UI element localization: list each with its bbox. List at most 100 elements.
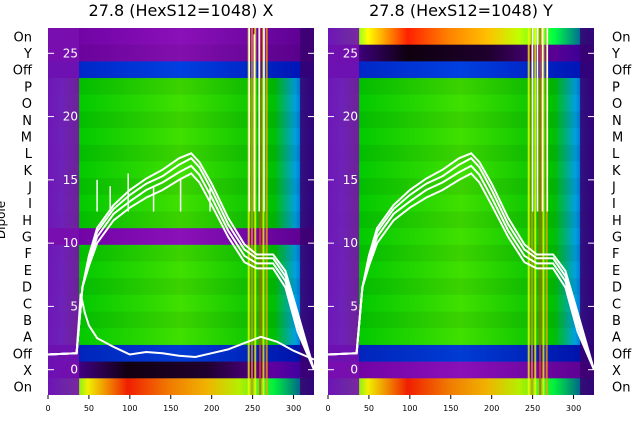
inner-tick-label: 10	[63, 236, 78, 250]
heatmap-row	[48, 144, 314, 162]
heatmap-row	[328, 211, 594, 229]
heatmap-row	[48, 344, 314, 363]
row-label-left: F	[25, 247, 32, 262]
row-shade	[48, 144, 314, 162]
row-label-left: O	[22, 97, 32, 112]
heatmap-row	[328, 228, 594, 246]
row-label-right: Y	[611, 47, 620, 62]
heatmap-row	[48, 161, 314, 179]
row-shade	[328, 311, 594, 329]
row-label-left: L	[25, 147, 33, 162]
y-axis-title: Dipole	[0, 201, 8, 239]
row-label-left: G	[22, 231, 32, 246]
vertical-band	[534, 28, 537, 395]
heatmap-row	[328, 378, 594, 395]
heatmap-row	[48, 378, 314, 395]
row-label-right: F	[612, 247, 619, 262]
heatmap-row	[328, 278, 594, 296]
inner-tick-label: 15	[343, 173, 358, 187]
inner-tick-label: 20	[63, 110, 78, 124]
vertical-band	[539, 28, 542, 395]
pre-beam-region	[328, 28, 360, 395]
vertical-band	[542, 28, 545, 395]
heatmap-row	[328, 144, 594, 162]
row-shade	[48, 111, 314, 129]
inner-tick-label: 25	[63, 46, 78, 60]
x-tick-label: 250	[245, 404, 260, 413]
row-label-right: A	[612, 331, 621, 346]
row-shade	[48, 44, 314, 62]
row-label-left: Y	[23, 47, 32, 62]
row-shade	[328, 278, 594, 295]
row-label-left: A	[23, 331, 32, 346]
row-label-left: K	[23, 164, 32, 179]
panel-x: 27.8 (HexS12=1048) X 0 5 10 15 20 25 0 50 100 15…	[45, 1, 314, 413]
x-tick-label: 50	[84, 404, 94, 413]
inner-tick-label: 20	[343, 110, 358, 124]
overlay-line	[48, 172, 314, 371]
x-tick-label: 50	[364, 404, 374, 413]
row-label-right: H	[612, 214, 622, 229]
row-label-right: O	[612, 97, 622, 112]
row-shade	[328, 44, 594, 62]
vertical-band	[254, 28, 257, 395]
vertical-band	[250, 28, 253, 395]
row-label-left: Off	[13, 64, 33, 79]
vertical-band	[527, 28, 530, 395]
panel-x-overlay-lines	[48, 28, 314, 371]
heatmap-row	[328, 294, 594, 313]
x-tick-label: 0	[325, 404, 330, 413]
row-label-left: D	[22, 281, 32, 296]
panel-x-heatmap-rows	[48, 28, 314, 395]
row-label-left: M	[21, 130, 32, 145]
row-label-left: B	[23, 314, 32, 329]
heatmap-row	[328, 128, 594, 146]
panel-y-title: 27.8 (HexS12=1048) Y	[369, 1, 553, 20]
row-label-right: Off	[612, 64, 632, 79]
heatmap-row	[328, 111, 594, 129]
heatmap-row	[328, 44, 594, 62]
heatmap-row	[328, 161, 594, 179]
row-shade	[328, 378, 594, 395]
heatmap-row	[48, 361, 314, 379]
row-label-right: Off	[612, 347, 632, 362]
heatmap-row	[328, 178, 594, 196]
row-label-right: On	[612, 381, 630, 396]
pre-beam-region	[48, 28, 80, 395]
overlay-line	[328, 172, 594, 371]
overlay-line	[48, 164, 314, 371]
heatmap-row	[48, 111, 314, 129]
panel-y: 27.8 (HexS12=1048) Y 0 5 10 15 20 25 0 50 100 15…	[325, 1, 594, 413]
heatmap-row	[48, 128, 314, 146]
row-label-right: M	[612, 130, 623, 145]
panel-y-overlay-lines	[328, 28, 594, 371]
row-label-right: E	[612, 264, 620, 279]
row-shade	[328, 178, 594, 195]
heatmap-row	[48, 44, 314, 62]
row-label-left: Off	[13, 347, 33, 362]
panel-x-inner-ticks: 0 5 10 15 20 25	[48, 46, 314, 377]
heatmap-row	[328, 344, 594, 363]
inner-tick-label: 5	[350, 299, 358, 313]
heatmap-row	[328, 311, 594, 329]
heatmap-row	[48, 311, 314, 329]
heatmap-row	[328, 361, 594, 379]
vertical-band	[259, 28, 262, 395]
heatmap-row	[328, 28, 594, 46]
panel-y-x-ticks: 0 50 100 150 200 250 300	[325, 395, 581, 413]
row-shade	[48, 78, 314, 95]
row-label-left: C	[23, 297, 32, 312]
heatmap-row	[328, 61, 594, 79]
x-tick-label: 200	[484, 404, 499, 413]
heatmap-row	[328, 328, 594, 346]
row-label-right: J	[611, 180, 616, 195]
row-label-left: I	[28, 197, 32, 212]
heatmap-row	[48, 228, 314, 246]
row-shade	[48, 278, 314, 295]
overlay-line	[328, 164, 594, 371]
row-label-right: I	[612, 197, 616, 212]
heatmap-row	[48, 278, 314, 296]
heatmap-row	[48, 261, 314, 279]
row-label-right: On	[612, 30, 630, 45]
heatmap-row	[48, 294, 314, 313]
